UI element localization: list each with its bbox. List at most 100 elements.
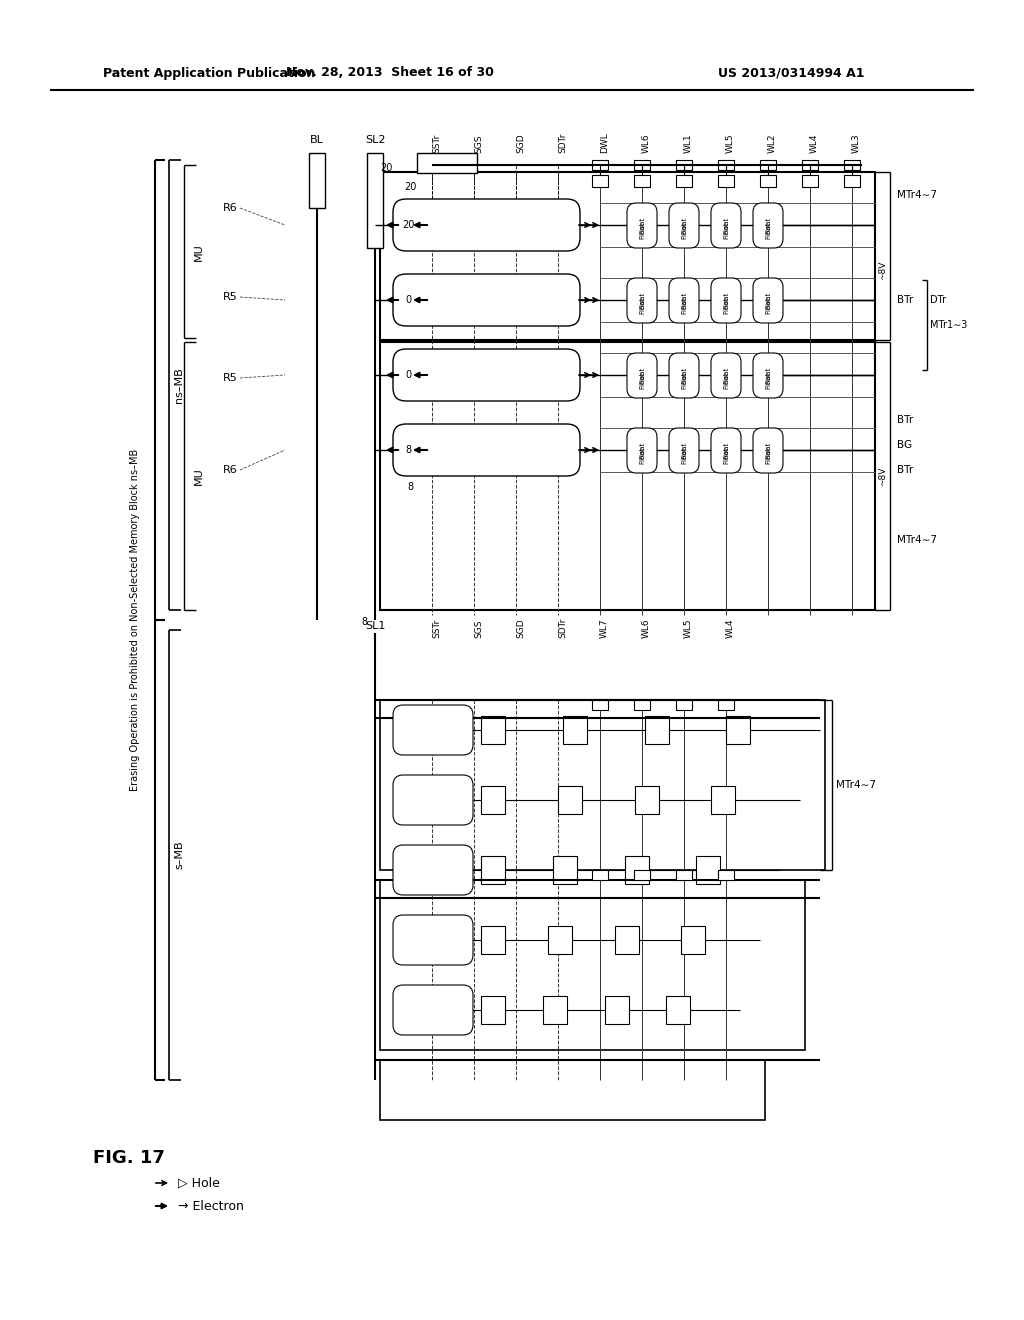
Text: Float: Float (639, 222, 645, 239)
Text: R5: R5 (222, 292, 238, 302)
Text: 20: 20 (403, 182, 416, 191)
Text: Float: Float (639, 446, 645, 463)
Bar (380, 342, 874, 610)
Bar (802, 160, 818, 170)
Bar (844, 160, 860, 170)
Text: R5: R5 (222, 374, 238, 383)
Text: Float: Float (681, 222, 687, 239)
Bar (676, 176, 692, 187)
Bar (718, 700, 734, 710)
Bar (760, 176, 776, 187)
FancyBboxPatch shape (669, 352, 699, 399)
Text: ∼8V: ∼8V (879, 260, 888, 280)
Text: Float: Float (765, 367, 771, 384)
Bar (712, 785, 735, 814)
Bar (592, 700, 608, 710)
Text: Float: Float (681, 371, 687, 388)
Text: Float: Float (639, 216, 645, 234)
FancyBboxPatch shape (711, 352, 741, 399)
Text: FIG. 17: FIG. 17 (93, 1148, 165, 1167)
Text: 8: 8 (407, 482, 413, 492)
Text: Float: Float (723, 441, 729, 458)
FancyBboxPatch shape (627, 352, 657, 399)
Bar (802, 176, 818, 187)
Text: BTr: BTr (897, 414, 913, 425)
Text: DTr: DTr (930, 294, 946, 305)
FancyBboxPatch shape (393, 845, 473, 895)
Bar (844, 176, 860, 187)
Text: WL5: WL5 (684, 618, 693, 638)
Bar (481, 927, 505, 954)
Text: WL2: WL2 (768, 133, 777, 153)
Text: Float: Float (639, 292, 645, 309)
FancyBboxPatch shape (393, 915, 473, 965)
Text: WL5: WL5 (726, 133, 735, 153)
Text: Float: Float (639, 297, 645, 314)
Text: MU: MU (194, 243, 204, 261)
Text: Float: Float (681, 292, 687, 309)
Text: SDTr: SDTr (558, 618, 567, 638)
Text: Float: Float (723, 222, 729, 239)
Text: Float: Float (639, 441, 645, 458)
FancyBboxPatch shape (669, 428, 699, 473)
Text: Float: Float (765, 216, 771, 234)
Bar (481, 855, 505, 884)
Text: Float: Float (681, 216, 687, 234)
FancyBboxPatch shape (627, 203, 657, 248)
Text: SSTr: SSTr (432, 619, 441, 638)
FancyBboxPatch shape (393, 705, 473, 755)
Text: MTr4∼7: MTr4∼7 (897, 190, 937, 201)
Bar (726, 715, 751, 744)
FancyBboxPatch shape (753, 428, 783, 473)
Text: Patent Application Publication: Patent Application Publication (103, 66, 315, 79)
Bar (481, 997, 505, 1024)
Bar (380, 172, 874, 341)
Text: ∼8V: ∼8V (879, 466, 888, 486)
Bar (548, 927, 571, 954)
FancyBboxPatch shape (393, 275, 580, 326)
Text: Float: Float (723, 216, 729, 234)
Text: Float: Float (639, 367, 645, 384)
Text: WL1: WL1 (684, 133, 693, 153)
Text: SGS: SGS (474, 135, 483, 153)
Text: Float: Float (765, 371, 771, 388)
Bar (634, 160, 650, 170)
Bar (718, 160, 734, 170)
Text: Float: Float (723, 446, 729, 463)
Bar (625, 855, 648, 884)
Bar (481, 715, 505, 744)
Text: WL6: WL6 (642, 133, 651, 153)
Text: ▷ Hole: ▷ Hole (178, 1176, 220, 1189)
Bar (380, 1060, 765, 1119)
Text: SSTr: SSTr (432, 133, 441, 153)
Bar (563, 715, 587, 744)
Bar (681, 927, 706, 954)
Text: ns–MB: ns–MB (174, 367, 184, 403)
Bar (696, 855, 720, 884)
Text: BG: BG (897, 440, 912, 450)
Bar (481, 785, 505, 814)
Bar (676, 700, 692, 710)
Text: Float: Float (639, 371, 645, 388)
Text: DWL: DWL (600, 132, 609, 153)
FancyBboxPatch shape (753, 203, 783, 248)
Text: WL7: WL7 (600, 618, 609, 638)
Text: 0: 0 (404, 294, 411, 305)
Bar (635, 785, 658, 814)
Bar (558, 785, 582, 814)
Text: Nov. 28, 2013  Sheet 16 of 30: Nov. 28, 2013 Sheet 16 of 30 (286, 66, 494, 79)
FancyBboxPatch shape (393, 199, 580, 251)
Text: 20: 20 (401, 220, 414, 230)
Text: WL4: WL4 (726, 619, 735, 638)
Text: SGD: SGD (516, 133, 525, 153)
Text: US 2013/0314994 A1: US 2013/0314994 A1 (718, 66, 864, 79)
FancyBboxPatch shape (393, 348, 580, 401)
Text: SGD: SGD (516, 618, 525, 638)
Text: Float: Float (723, 297, 729, 314)
Bar (614, 927, 639, 954)
FancyBboxPatch shape (393, 775, 473, 825)
Bar (309, 153, 325, 209)
Text: Float: Float (765, 292, 771, 309)
FancyBboxPatch shape (669, 279, 699, 323)
Text: Float: Float (765, 446, 771, 463)
